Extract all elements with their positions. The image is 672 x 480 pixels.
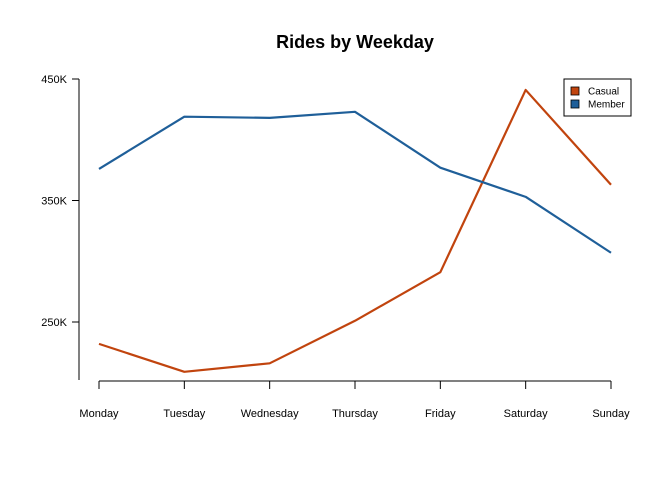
series-line-casual	[98, 88, 612, 373]
legend: Casual Member	[563, 78, 632, 117]
legend-box	[563, 78, 632, 117]
x-tick-label: Saturday	[504, 408, 549, 420]
legend-swatch-casual	[570, 86, 580, 96]
x-tick-label: Sunday	[592, 408, 630, 420]
y-tick-label: 350K	[41, 196, 67, 208]
series-lines	[98, 88, 612, 373]
x-axis-ticks: Monday Tuesday Wednesday Thursday Friday Satu…	[79, 381, 630, 420]
legend-swatch-member	[570, 99, 580, 109]
x-tick-label: Friday	[425, 408, 456, 420]
chart-title: Rides by Weekday	[276, 32, 434, 52]
legend-label-member: Member	[588, 100, 625, 111]
x-tick-label: Thursday	[332, 408, 378, 420]
series-line-member	[98, 110, 612, 254]
y-tick-label: 450K	[41, 74, 67, 86]
x-tick-label: Tuesday	[163, 408, 205, 420]
x-tick-label: Monday	[79, 408, 119, 420]
legend-label-casual: Casual	[588, 87, 619, 98]
x-tick-label: Wednesday	[241, 408, 299, 420]
y-axis-ticks: 250K 350K 450K	[41, 74, 79, 329]
y-tick-label: 250K	[41, 317, 67, 329]
